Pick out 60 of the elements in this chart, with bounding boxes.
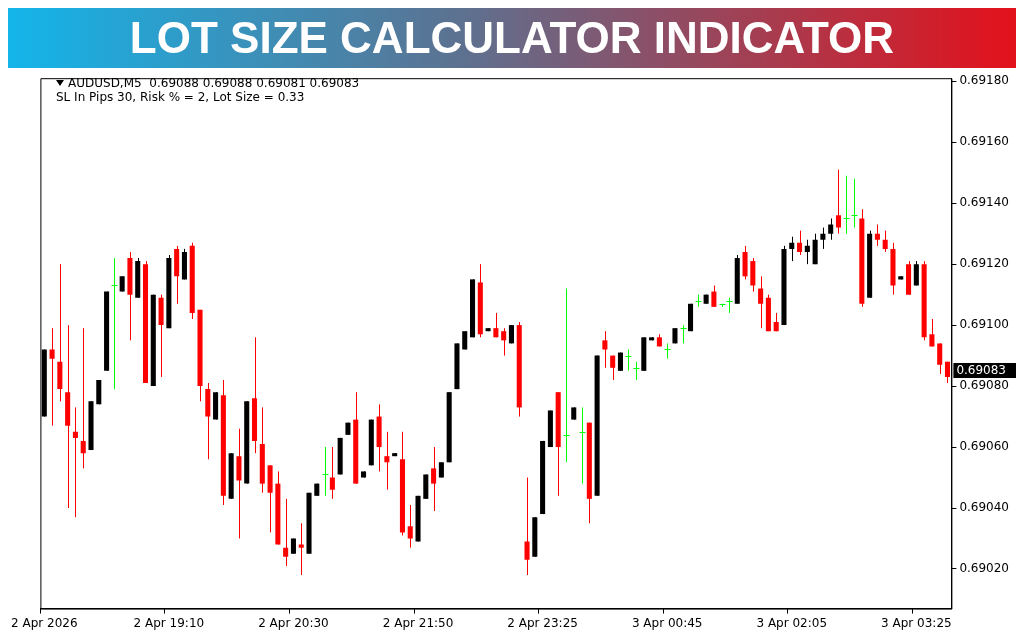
candlestick bbox=[610, 355, 616, 381]
candlestick bbox=[843, 175, 850, 235]
y-tick-label: 0.69180 bbox=[959, 73, 1009, 88]
x-tick-label: 2 Apr 21:50 bbox=[382, 615, 454, 630]
x-tick-label: 3 Apr 03:25 bbox=[881, 615, 952, 630]
candlestick bbox=[758, 275, 764, 329]
candlestick bbox=[49, 327, 55, 427]
candlestick bbox=[501, 327, 507, 357]
candlestick bbox=[695, 294, 702, 308]
candlestick bbox=[711, 284, 717, 308]
candlestick bbox=[625, 349, 632, 372]
candlestick bbox=[283, 498, 289, 567]
candlestick bbox=[680, 324, 687, 344]
y-tick-label: 0.69100 bbox=[959, 317, 1009, 332]
candlestick bbox=[602, 330, 608, 369]
y-tick-label: 0.69140 bbox=[959, 195, 1009, 210]
candlestick bbox=[322, 446, 329, 497]
annotation: SL In Pips 30, Risk % = 2, Lot Size = 0.33 bbox=[56, 90, 305, 104]
candlestick bbox=[851, 178, 858, 229]
candlestick bbox=[804, 239, 810, 265]
candlestick bbox=[579, 406, 586, 485]
candlestick bbox=[820, 227, 826, 250]
chart-title: LOT SIZE CALCULATOR INDICATOR bbox=[8, 8, 1016, 68]
candlestick bbox=[524, 477, 530, 576]
candlestick bbox=[789, 236, 795, 262]
candlestick bbox=[937, 342, 943, 375]
candlestick bbox=[828, 217, 834, 241]
candlestick bbox=[329, 446, 335, 500]
y-tick-label: 0.69020 bbox=[959, 561, 1009, 576]
x-tick-label: 2 Apr 23:25 bbox=[507, 615, 578, 630]
candlestick bbox=[72, 406, 78, 518]
x-tick-label: 2 Apr 20:30 bbox=[258, 615, 329, 630]
x-tick-label: 2 Apr 19:10 bbox=[133, 615, 205, 630]
candlestick bbox=[633, 361, 640, 381]
candlestick bbox=[913, 260, 919, 286]
x-tick-label: 3 Apr 02:05 bbox=[756, 615, 828, 630]
candlestick bbox=[298, 522, 304, 576]
candlestick bbox=[929, 318, 935, 347]
y-tick-label: 0.69040 bbox=[959, 500, 1009, 515]
text: 0.69083 bbox=[956, 362, 1006, 377]
y-tick-label: 0.69080 bbox=[959, 378, 1009, 393]
candlestick bbox=[882, 230, 888, 253]
annotation: AUDUSD,M5 0.69088 0.69088 0.69081 0.69083 bbox=[68, 76, 360, 90]
candlestick bbox=[563, 288, 570, 463]
candlestick bbox=[726, 297, 733, 314]
candlestick bbox=[835, 169, 842, 235]
candlestick bbox=[874, 224, 880, 247]
x-tick-label: 3 Apr 00:45 bbox=[631, 615, 703, 630]
x-tick-label: 2 Apr 2026 bbox=[11, 615, 78, 630]
candlestick bbox=[431, 446, 437, 512]
candlestick bbox=[80, 327, 86, 469]
y-tick-label: 0.69060 bbox=[959, 439, 1009, 454]
candlestick bbox=[384, 431, 390, 491]
candlestick bbox=[111, 257, 118, 390]
candlestick bbox=[664, 342, 671, 360]
y-tick-label: 0.69160 bbox=[959, 134, 1009, 149]
candlestick bbox=[797, 230, 803, 256]
candlestick bbox=[493, 312, 499, 338]
y-tick-label: 0.69120 bbox=[959, 256, 1009, 271]
candlestick bbox=[407, 504, 413, 549]
